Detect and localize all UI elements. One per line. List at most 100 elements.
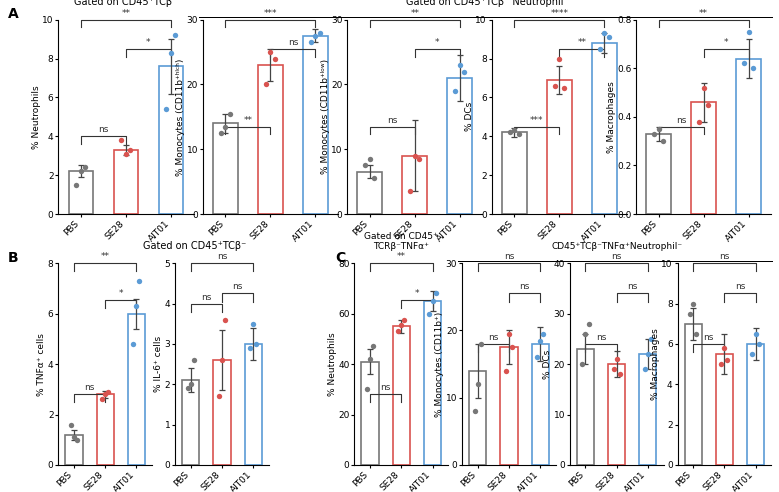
Text: **: ** (700, 9, 708, 18)
Point (506, 343, 518, 351)
Bar (213, 360, 231, 465)
Text: ns: ns (520, 282, 530, 291)
Point (690, 330, 703, 338)
Text: C: C (335, 251, 345, 265)
Bar (65, 435, 83, 465)
Point (749, 330, 762, 338)
Bar (502, 132, 527, 214)
Point (580, 330, 592, 338)
Point (130, 302, 143, 310)
Point (269, 55, 281, 62)
Point (583, 320, 595, 328)
Point (364, 155, 376, 163)
Bar (245, 344, 262, 465)
Bar (361, 362, 379, 465)
Bar (469, 371, 486, 465)
Point (693, 118, 706, 125)
Point (65, 421, 77, 429)
Point (79, 163, 92, 171)
Point (534, 337, 546, 344)
Point (558, 84, 570, 92)
Point (127, 340, 139, 348)
Text: ****: **** (550, 9, 568, 18)
Bar (114, 150, 139, 214)
Point (598, 30, 611, 37)
Bar (97, 395, 114, 465)
Text: **: ** (100, 252, 110, 261)
Text: ns: ns (217, 252, 227, 261)
Point (259, 81, 272, 89)
Point (471, 380, 484, 388)
Point (426, 297, 439, 305)
Point (367, 342, 379, 350)
Y-axis label: % IL-6⁺ cells: % IL-6⁺ cells (154, 336, 164, 392)
Y-axis label: % Neutrophils: % Neutrophils (328, 332, 337, 396)
Point (102, 388, 115, 396)
Point (219, 316, 231, 324)
Point (576, 360, 589, 368)
Text: *: * (146, 38, 150, 47)
Point (458, 67, 471, 75)
Point (608, 365, 620, 373)
Bar (640, 354, 657, 465)
Bar (128, 314, 145, 465)
Text: ns: ns (627, 282, 637, 291)
Y-axis label: % Macrophages: % Macrophages (607, 81, 615, 153)
Bar (159, 66, 183, 214)
Y-axis label: % TNFα⁺ cells: % TNFα⁺ cells (37, 333, 47, 396)
Bar (447, 78, 472, 214)
Point (99, 391, 111, 399)
Point (753, 340, 765, 348)
Bar (691, 102, 716, 214)
Text: ns: ns (596, 333, 606, 342)
Point (594, 45, 606, 53)
Point (537, 330, 549, 338)
Y-axis label: % Monocytes (CD11b⁺ˡᵒʷ): % Monocytes (CD11b⁺ˡᵒʷ) (320, 60, 330, 174)
Bar (424, 301, 441, 465)
Text: Gated on CD45⁺TCβ⁻: Gated on CD45⁺TCβ⁻ (74, 0, 178, 7)
Point (684, 310, 696, 318)
Point (474, 340, 487, 348)
Bar (716, 354, 733, 465)
Point (244, 344, 256, 352)
Text: ns: ns (735, 282, 746, 291)
Point (652, 125, 664, 133)
Bar (213, 123, 238, 214)
Point (742, 28, 755, 36)
Point (747, 64, 760, 72)
Point (503, 128, 516, 136)
Text: ns: ns (703, 333, 714, 342)
Point (160, 105, 173, 113)
Text: ns: ns (84, 383, 95, 392)
Point (453, 61, 466, 69)
Point (687, 300, 700, 308)
Text: **: ** (243, 116, 252, 124)
Text: ns: ns (504, 252, 514, 261)
Point (468, 407, 481, 415)
Bar (393, 326, 410, 465)
Point (75, 167, 87, 175)
Y-axis label: % Macrophages: % Macrophages (650, 328, 660, 400)
Text: **: ** (411, 9, 419, 18)
Point (408, 152, 421, 159)
Text: ns: ns (380, 383, 391, 392)
Text: ns: ns (488, 333, 499, 342)
Point (738, 60, 750, 67)
Text: Gated on CD45⁺
TCRβ⁻TNFα⁺: Gated on CD45⁺ TCRβ⁻TNFα⁺ (365, 232, 438, 251)
Text: ns: ns (287, 38, 298, 47)
Point (392, 327, 404, 335)
Point (219, 123, 231, 130)
Point (413, 155, 425, 163)
Point (361, 385, 373, 393)
Text: CD45⁺TCβ⁻TNFα⁺Neutrophil⁻: CD45⁺TCβ⁻TNFα⁺Neutrophil⁻ (551, 242, 682, 251)
Bar (531, 344, 548, 465)
Point (746, 350, 759, 358)
Text: *: * (724, 38, 728, 47)
Point (602, 33, 615, 41)
Point (611, 355, 623, 363)
Point (185, 380, 197, 388)
Bar (608, 364, 626, 465)
Point (697, 84, 710, 92)
Text: ns: ns (387, 116, 397, 124)
Point (182, 384, 194, 392)
